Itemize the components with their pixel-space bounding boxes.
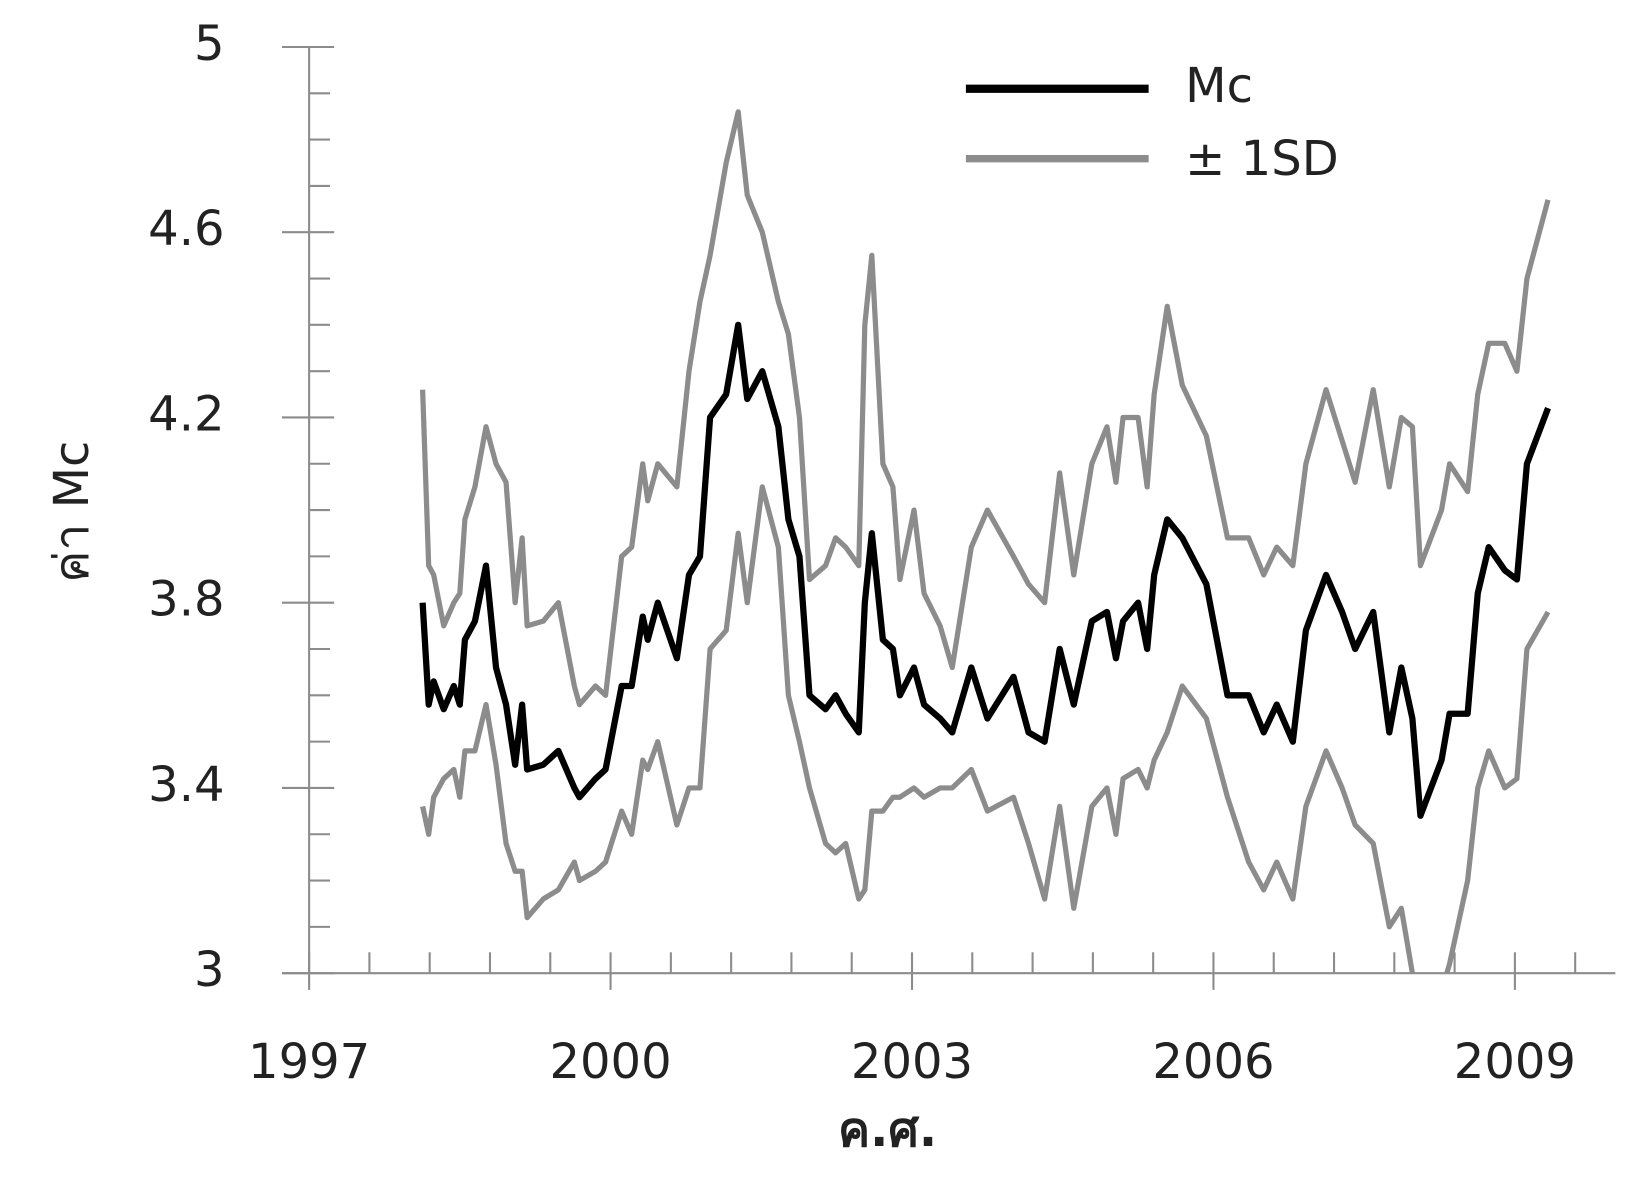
x-tick-label: 2009 bbox=[1454, 1034, 1576, 1090]
y-tick-label: 4.2 bbox=[148, 386, 224, 442]
mc-line bbox=[419, 321, 1551, 819]
y-tick-label: 3.8 bbox=[148, 572, 224, 628]
x-tick-label: 2006 bbox=[1152, 1034, 1274, 1090]
x-tick-label: 2003 bbox=[851, 1034, 973, 1090]
y-tick-label: 3 bbox=[194, 942, 225, 998]
legend-label: Mc bbox=[1185, 58, 1253, 114]
x-axis-label: ค.ศ. bbox=[838, 1102, 937, 1158]
plot-area bbox=[419, 109, 1551, 974]
y-axis-label: ค่า Mc bbox=[44, 441, 100, 583]
y-tick-label: 5 bbox=[194, 16, 225, 72]
y-tick-label: 4.6 bbox=[148, 201, 224, 257]
x-tick-label: 1997 bbox=[248, 1034, 370, 1090]
sd-lower-line bbox=[420, 484, 1551, 974]
legend-label: ± 1SD bbox=[1185, 131, 1339, 187]
sd-upper-line bbox=[420, 109, 1551, 708]
y-tick-label: 3.4 bbox=[148, 757, 224, 813]
x-tick-label: 2000 bbox=[549, 1034, 671, 1090]
